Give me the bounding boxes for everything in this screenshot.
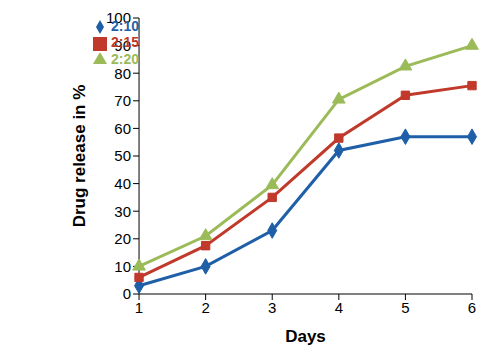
svg-text:90: 90	[114, 37, 131, 54]
svg-text:80: 80	[114, 65, 131, 82]
svg-text:2: 2	[201, 299, 209, 316]
svg-text:40: 40	[114, 175, 131, 192]
svg-text:6: 6	[468, 299, 476, 316]
svg-text:3: 3	[268, 299, 276, 316]
svg-text:4: 4	[335, 299, 343, 316]
svg-text:5: 5	[401, 299, 409, 316]
svg-text:60: 60	[114, 120, 131, 137]
svg-text:20: 20	[114, 230, 131, 247]
svg-text:50: 50	[114, 147, 131, 164]
svg-text:0: 0	[123, 285, 131, 302]
svg-text:Drug release in %: Drug release in %	[70, 85, 89, 228]
svg-text:70: 70	[114, 92, 131, 109]
svg-text:10: 10	[114, 258, 131, 275]
svg-text:Days: Days	[285, 327, 326, 346]
svg-text:30: 30	[114, 203, 131, 220]
svg-text:100: 100	[106, 9, 131, 26]
svg-text:1: 1	[135, 299, 143, 316]
